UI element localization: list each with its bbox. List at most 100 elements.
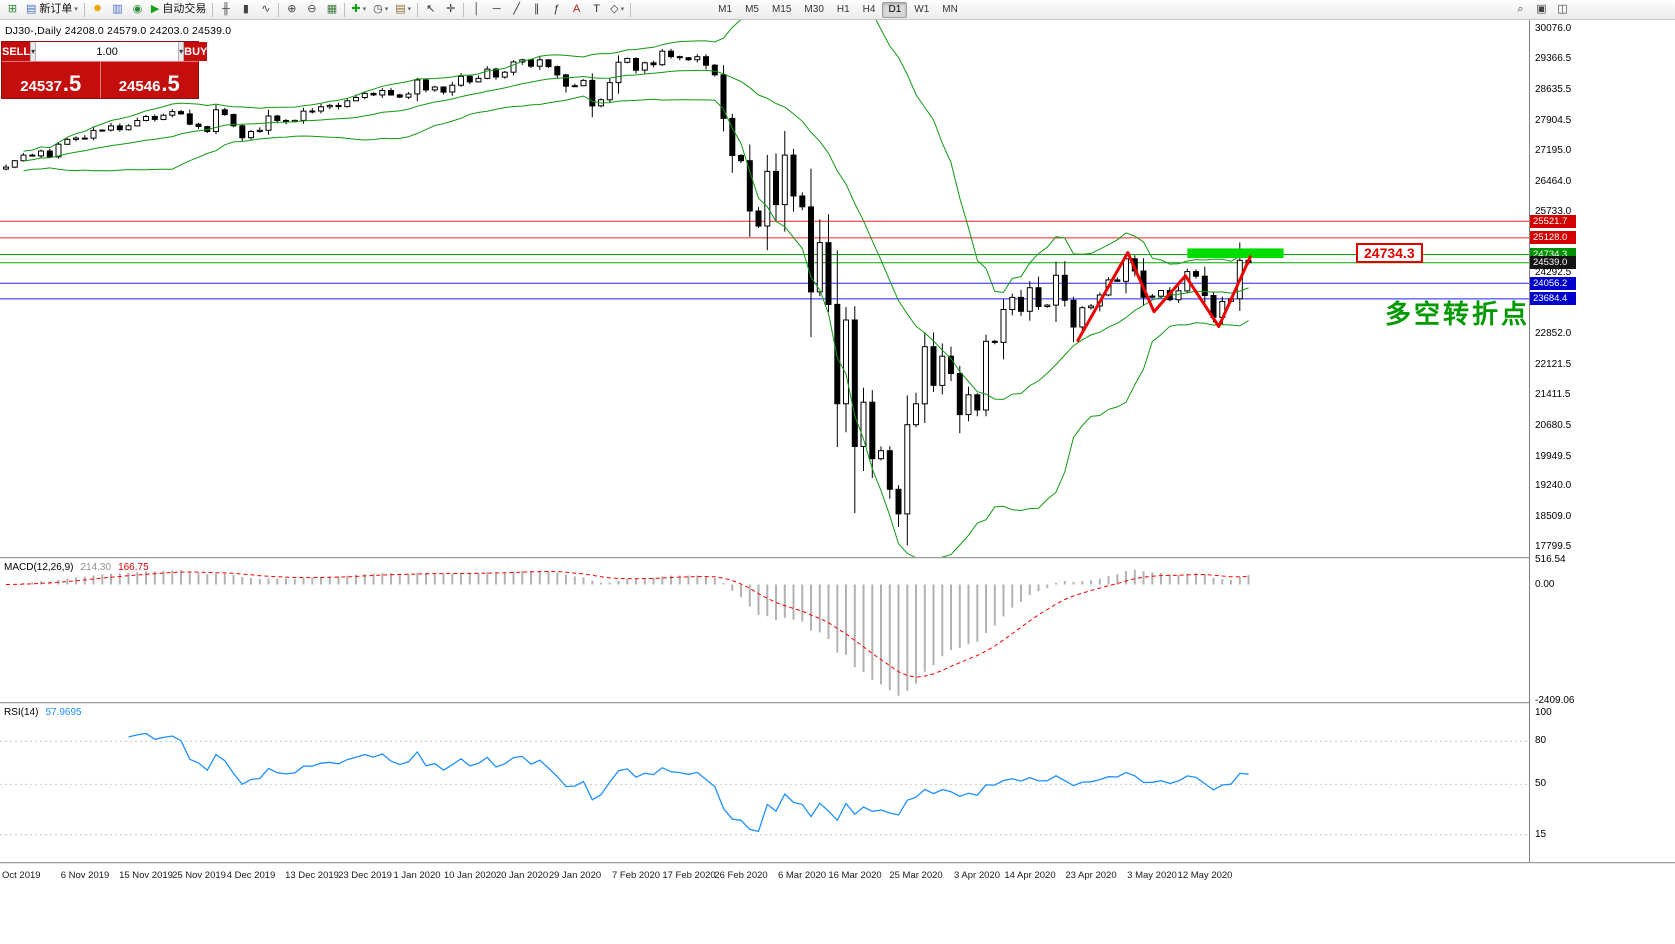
candle-body [825,242,832,305]
timeframe-button-m5[interactable]: M5 [745,4,759,15]
price-tick-label: 28635.5 [1535,84,1572,95]
timeframe-button-mn[interactable]: MN [942,4,958,15]
tile-windows-icon[interactable]: ▦ [326,3,338,15]
new-chart-icon[interactable]: ⊞ [7,3,18,15]
candle-body [624,58,631,63]
timeframe-button-m30[interactable]: M30 [804,4,824,15]
rsi-panel[interactable] [0,704,1529,862]
search-icon[interactable]: ⌕ [1517,3,1524,15]
candle-body [764,170,771,227]
date-label: 1 Jan 2020 [393,870,441,881]
candle-body [1175,290,1182,301]
fibonacci-icon[interactable]: ƒ [553,3,560,15]
candle-body [589,79,596,107]
volume-decrease-button[interactable]: ▾ [30,42,37,61]
new-order-button-label: 新订单 [39,3,73,15]
buy-price-button[interactable]: 24546 .5 [101,62,199,98]
price-tick-label: 26464.0 [1535,176,1572,187]
timeframe-button-h4[interactable]: H4 [862,4,876,15]
candle-body [38,150,44,157]
candle-body [213,109,219,133]
candle-body [808,206,814,293]
candle-body [913,403,919,426]
candle-body [195,123,202,127]
date-label: 6 Mar 2020 [777,870,827,881]
line-chart-icon[interactable]: ∿ [261,3,271,15]
candle-body [1149,295,1156,298]
channel-icon[interactable]: ∥ [533,3,540,15]
autotrade-button[interactable]: ▶ 自动交易 [148,1,209,18]
price-axis[interactable]: 30076.0 29366.5 28635.5 27904.5 27195.0 26464… [1529,20,1675,862]
bid-price-pip: .5 [62,71,82,97]
arrange-windows-icon[interactable]: ◫ [1557,3,1568,15]
cursor-icon[interactable]: ↖ [426,3,436,15]
candle-body [186,113,193,125]
boll-middle-band [23,69,1249,400]
timeframe-button-h1[interactable]: H1 [836,4,850,15]
timeframe-button-m1[interactable]: M1 [718,4,733,15]
candle-body [143,116,149,121]
bar-chart-icon[interactable]: ╫ [221,3,230,15]
candle-body [1026,287,1033,312]
candle-body [396,94,403,98]
candle-body [64,138,71,145]
candle-body [720,74,727,119]
sell-header-button[interactable]: SELL [2,42,31,61]
candle-body [108,125,114,131]
candlestick-chart-icon[interactable]: ▮ [242,3,249,15]
price-tick-label: 27904.5 [1535,115,1572,126]
periods-clock-icon[interactable]: ◷ ▾ [373,3,389,15]
new-window-icon[interactable]: ▣ [1536,3,1547,15]
candle-body [851,319,858,447]
trendline-icon[interactable]: ╱ [513,3,520,15]
price-chart-canvas[interactable] [0,20,1529,557]
candle-body [563,74,569,87]
volume-input[interactable] [36,42,179,61]
date-label: 25 Nov 2019 [172,870,226,881]
indicators-add-icon[interactable]: ✚ ▾ [351,3,367,15]
vertical-line-icon[interactable]: │ [473,3,481,15]
zoom-out-icon[interactable]: ⊖ [307,3,317,15]
candle-body [256,129,263,133]
price-level-tag: 25521.7 [1530,215,1576,228]
candle-body [353,97,359,102]
candle-body [414,79,421,95]
candle-body [300,110,307,121]
date-label: 3 Apr 2020 [954,870,1000,881]
timeframe-button-m15[interactable]: M15 [771,4,792,15]
panel-resize-separator[interactable] [0,557,1675,559]
panel-resize-separator[interactable] [0,862,1675,864]
candle-body [948,355,954,375]
candle-body [405,93,412,98]
candle-body [781,154,788,206]
chart-profiles-icon[interactable]: ▥ [112,3,123,15]
time-axis[interactable]: Oct 2019 6 Nov 2019 15 Nov 2019 25 Nov 2019… [0,864,1529,886]
date-label: 3 May 2020 [1127,870,1177,881]
timeframe-button-w1[interactable]: W1 [914,4,930,15]
info-icon[interactable]: ◉ [132,3,143,15]
candle-body [379,90,386,96]
candle-body [554,66,561,76]
lightbulb-icon[interactable]: ✹ [92,3,103,15]
volume-dropdown-button[interactable]: ▾ [178,42,185,61]
templates-icon[interactable]: ▤ ▾ [395,3,412,15]
shapes-icon[interactable]: ◇ ▾ [610,3,625,15]
macd-main-value: 214.30 [80,562,112,573]
buy-header-button[interactable]: BUY [184,42,208,61]
autotrade-icon: ▶ [150,3,160,15]
autotrade-button-label: 自动交易 [162,3,207,15]
text-label-icon[interactable]: T [593,3,601,15]
crosshair-icon[interactable]: ✛ [446,3,456,15]
macd-panel[interactable] [0,559,1529,702]
zoom-in-icon[interactable]: ⊕ [287,3,297,15]
horizontal-line-icon[interactable]: ─ [492,3,501,15]
rsi-axis-label: 80 [1535,735,1547,746]
panel-resize-separator[interactable] [0,702,1675,704]
candle-body [1079,307,1086,328]
sell-price-button[interactable]: 24537 .5 [2,62,100,98]
text-icon[interactable]: A [573,3,581,15]
new-order-button[interactable]: ▤ 新订单 ▾ [23,1,81,18]
timeframe-button-d1[interactable]: D1 [882,1,908,18]
one-click-trading-widget: SELL ▾ ▾ BUY 24537 .5 24546 .5 [1,41,208,99]
candle-body [755,210,762,227]
